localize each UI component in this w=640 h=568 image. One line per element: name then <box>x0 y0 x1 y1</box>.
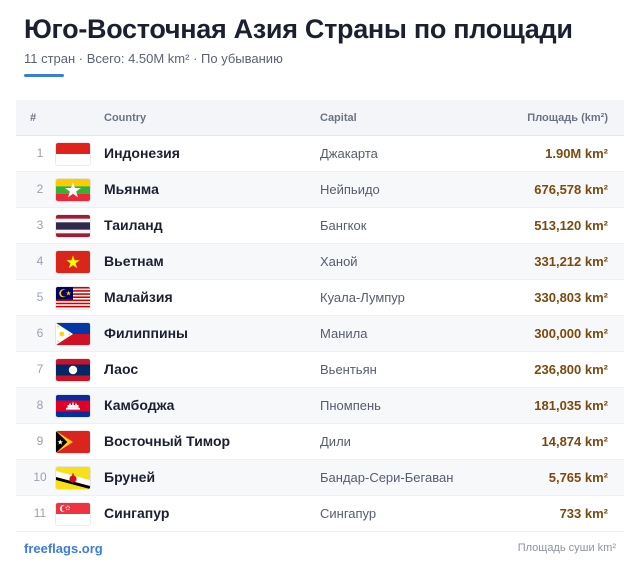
row-number: 4 <box>36 254 44 268</box>
philippines-flag-icon <box>56 323 90 345</box>
accent-bar <box>24 74 64 77</box>
cambodia-flag-icon <box>56 395 90 417</box>
footer-note: Площадь суши km² <box>517 542 616 554</box>
capital-name: Манила <box>320 326 368 341</box>
singapore-flag-icon <box>56 503 90 525</box>
capital-name: Вьентьян <box>320 362 377 377</box>
country-name: Индонезия <box>104 145 180 161</box>
area-value: 330,803 km² <box>534 290 608 305</box>
laos-flag-icon <box>56 359 90 381</box>
country-name: Бруней <box>104 469 156 485</box>
indonesia-flag-icon <box>56 143 90 165</box>
area-value: 676,578 km² <box>534 182 608 197</box>
footer-brand-link[interactable]: freeflags.org <box>24 541 103 556</box>
table-header: # Country Capital Площадь (km²) <box>16 100 624 136</box>
row-number: 11 <box>33 506 47 520</box>
page-title: Юго-Восточная Азия Страны по площади <box>24 14 573 44</box>
country-name: Мьянма <box>104 181 159 197</box>
brunei-flag-icon <box>56 467 90 489</box>
capital-name: Ханой <box>320 254 358 269</box>
page-subtitle: 11 стран · Всего: 4.50M km² · По убывани… <box>24 51 283 66</box>
area-value: 14,874 km² <box>541 434 609 449</box>
table-row: 6 Филиппины Манила 300,000 km² <box>16 316 624 352</box>
area-value: 331,212 km² <box>534 254 608 269</box>
capital-name: Сингапур <box>320 506 377 521</box>
vietnam-flag-icon <box>56 251 90 273</box>
country-name: Камбоджа <box>104 397 175 413</box>
country-name: Вьетнам <box>104 253 164 269</box>
country-name: Таиланд <box>104 217 163 233</box>
area-value: 300,000 km² <box>534 326 608 341</box>
area-value: 181,035 km² <box>534 398 608 413</box>
country-name: Восточный Тимор <box>104 433 231 449</box>
area-value: 236,800 km² <box>534 362 608 377</box>
country-name: Сингапур <box>104 505 170 521</box>
row-number: 7 <box>36 362 44 376</box>
capital-name: Бандар-Сери-Бегаван <box>320 470 454 485</box>
country-name: Лаос <box>104 361 139 377</box>
row-number: 2 <box>36 182 44 196</box>
page-footer: freeflags.org Площадь суши km² <box>24 541 616 559</box>
capital-name: Куала-Лумпур <box>320 290 405 305</box>
countries-table: # Country Capital Площадь (km²) 1 Индоне… <box>16 100 624 532</box>
row-number: 5 <box>36 290 44 304</box>
row-number: 1 <box>36 146 44 160</box>
row-number: 6 <box>36 326 44 340</box>
column-header-country: Country <box>104 112 147 124</box>
area-value: 513,120 km² <box>534 218 608 233</box>
capital-name: Бангкок <box>320 218 367 233</box>
capital-name: Пномпень <box>320 398 381 413</box>
row-number: 9 <box>36 434 44 448</box>
table-row: 1 Индонезия Джакарта 1.90M km² <box>16 136 624 172</box>
row-number: 10 <box>33 470 47 484</box>
page-header: Юго-Восточная Азия Страны по площади 11 … <box>24 12 624 77</box>
table-row: 7 Лаос Вьентьян 236,800 km² <box>16 352 624 388</box>
table-row: 5 Малайзия Куала-Лумпур 330,803 km² <box>16 280 624 316</box>
row-number: 8 <box>36 398 44 412</box>
row-number: 3 <box>36 218 44 232</box>
country-name: Филиппины <box>104 325 188 341</box>
table-row: 10 Бруней Бандар-Сери-Бегаван 5,765 km² <box>16 460 624 496</box>
table-row: 11 Сингапур Сингапур 733 km² <box>16 496 624 532</box>
country-name: Малайзия <box>104 289 173 305</box>
capital-name: Нейпьидо <box>320 182 380 197</box>
thailand-flag-icon <box>56 215 90 237</box>
table-row: 3 Таиланд Бангкок 513,120 km² <box>16 208 624 244</box>
table-row: 9 Восточный Тимор Дили 14,874 km² <box>16 424 624 460</box>
area-value: 1.90M km² <box>545 146 608 161</box>
table-row: 2 Мьянма Нейпьидо 676,578 km² <box>16 172 624 208</box>
column-header-area: Площадь (km²) <box>527 112 608 124</box>
area-value: 5,765 km² <box>548 470 608 485</box>
capital-name: Джакарта <box>320 146 378 161</box>
table-row: 4 Вьетнам Ханой 331,212 km² <box>16 244 624 280</box>
area-value: 733 km² <box>559 506 608 521</box>
table-row: 8 Камбоджа Пномпень 181,035 km² <box>16 388 624 424</box>
capital-name: Дили <box>320 434 351 449</box>
east-timor-flag-icon <box>56 431 90 453</box>
column-header-capital: Capital <box>320 112 357 124</box>
column-header-number: # <box>30 112 37 124</box>
myanmar-flag-icon <box>56 179 90 201</box>
malaysia-flag-icon <box>56 287 90 309</box>
